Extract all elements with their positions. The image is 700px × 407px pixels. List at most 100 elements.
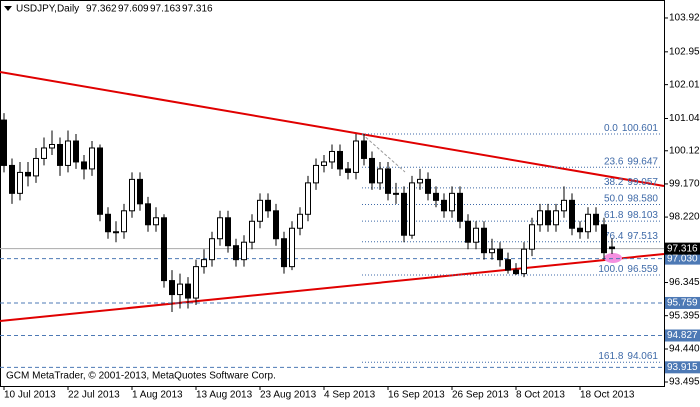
x-tick-label: 22 Jul 2013	[68, 390, 120, 401]
fib-level: 0.0	[604, 123, 618, 134]
candle-body	[393, 192, 399, 195]
x-tick-label: 4 Sep 2013	[324, 390, 376, 401]
fib-label: 100.0 96.559	[598, 264, 658, 275]
candle-body	[465, 220, 471, 243]
candle-body	[57, 143, 63, 166]
candle-body	[361, 140, 367, 159]
fib-price: 99.647	[627, 156, 658, 167]
candle-body	[1, 119, 7, 166]
y-tick-label: 96.345	[669, 277, 700, 288]
candle-body	[145, 203, 151, 226]
candle-body	[289, 227, 295, 268]
candle-body	[177, 283, 183, 296]
fib-price: 94.061	[627, 351, 658, 362]
candle-body	[449, 192, 455, 212]
x-tick-label: 26 Sep 2013	[452, 390, 509, 401]
candle-body	[409, 182, 415, 236]
candle-body	[537, 210, 543, 226]
fib-price: 98.580	[627, 193, 658, 204]
ohlc-open: 97.362	[86, 4, 117, 15]
candle-body	[297, 213, 303, 229]
fib-base-line	[361, 133, 406, 173]
candle-body	[121, 210, 127, 233]
candle-body	[273, 210, 279, 240]
candle-body	[457, 192, 463, 222]
level-label: 97.030	[667, 253, 698, 264]
y-tick-label: 93.495	[669, 377, 700, 388]
candle-body	[241, 241, 247, 261]
fib-label: 0.0 100.601	[604, 123, 658, 134]
x-tick-label: 16 Sep 2013	[388, 390, 445, 401]
current-price-label: 97.316	[667, 243, 698, 254]
candle-body	[33, 157, 39, 177]
candle-body	[9, 164, 15, 194]
fib-level: 23.6	[604, 156, 624, 167]
y-tick-label: 99.170	[669, 179, 700, 190]
x-tick-label: 10 Jul 2013	[4, 390, 56, 401]
support-trendline	[0, 253, 665, 322]
candle-body	[249, 220, 255, 243]
fib-label: 38.2 99.057	[604, 177, 658, 188]
candle-body	[377, 168, 383, 184]
candle-body	[193, 266, 199, 299]
fib-level: 76.4	[604, 230, 624, 241]
candle-body	[513, 269, 519, 275]
candle-body	[489, 248, 495, 254]
x-tick-label: 18 Oct 2013	[580, 390, 635, 401]
candle-body	[337, 150, 343, 170]
plot-area	[0, 0, 665, 387]
level-label-box	[665, 361, 700, 374]
candle-body	[97, 147, 103, 215]
candle-body	[329, 150, 335, 163]
candle-body	[41, 147, 47, 159]
candle-body	[441, 199, 447, 212]
dropdown-icon	[4, 6, 12, 11]
candle-body	[169, 280, 175, 296]
fib-level: 161.8	[598, 351, 623, 362]
candle-body	[433, 192, 439, 201]
candle-body	[257, 199, 263, 222]
candle-body	[225, 217, 231, 247]
fib-level: 38.2	[604, 177, 624, 188]
x-tick-label: 1 Aug 2013	[132, 390, 183, 401]
candle-body	[521, 248, 527, 275]
x-tick-label: 23 Aug 2013	[260, 390, 317, 401]
candle-body	[49, 143, 55, 149]
ohlc-low: 97.163	[150, 4, 181, 15]
candle-body	[385, 168, 391, 194]
fib-label: 161.8 94.061	[598, 351, 658, 362]
candle-body	[209, 238, 215, 261]
candle-body	[345, 168, 351, 173]
y-tick-label: 102.955	[669, 46, 700, 57]
candle-body	[321, 161, 327, 166]
candle-body	[473, 227, 479, 243]
fib-level: 100.0	[598, 264, 623, 275]
candle-body	[161, 217, 167, 282]
candle-body	[529, 224, 535, 250]
level-label: 95.759	[667, 298, 698, 309]
y-tick-label: 95.395	[669, 310, 700, 321]
level-label: 94.827	[667, 330, 698, 341]
candle-body	[569, 199, 575, 229]
candle-body	[185, 283, 191, 299]
candle-body	[65, 140, 71, 166]
candle-body	[81, 161, 87, 170]
current-price-box	[665, 242, 700, 255]
candle-body	[25, 171, 31, 177]
footer: GCM MetaTrader, © 2001-2013, MetaQuotes …	[6, 371, 276, 382]
candle-body	[545, 210, 551, 226]
candle-body	[585, 213, 591, 233]
level-label-box	[665, 296, 700, 309]
fib-level: 61.8	[604, 210, 624, 221]
highlight-marker	[604, 253, 622, 263]
fib-price: 98.103	[627, 210, 658, 221]
fib-price: 96.559	[627, 264, 658, 275]
candle-body	[601, 224, 607, 254]
candle-body	[505, 259, 511, 271]
candle-body	[73, 140, 79, 163]
fib-price: 100.601	[622, 123, 659, 134]
fib-label: 23.6 99.647	[604, 156, 658, 167]
candle-body	[401, 192, 407, 236]
level-label-box	[665, 252, 700, 265]
candle-body	[609, 246, 615, 250]
